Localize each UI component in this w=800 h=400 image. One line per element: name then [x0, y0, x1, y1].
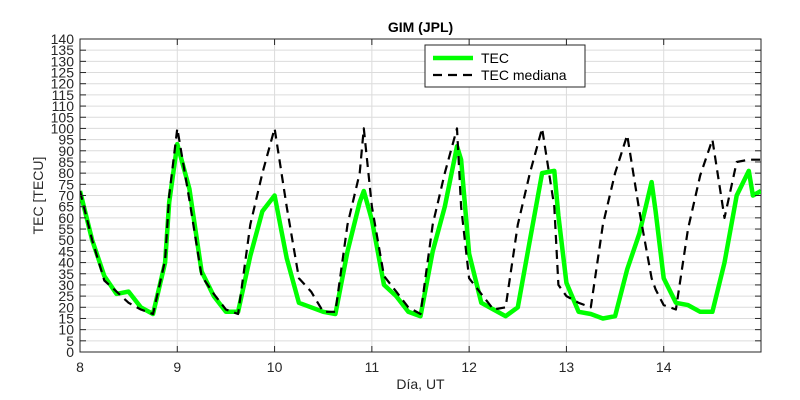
- y-tick-label: 75: [58, 176, 74, 192]
- y-tick-label: 80: [58, 165, 74, 181]
- y-tick-label: 5: [66, 333, 74, 349]
- x-tick-label: 9: [173, 359, 181, 375]
- y-axis-label: TEC [TECU]: [30, 157, 46, 235]
- y-tick-label: 0: [66, 344, 74, 360]
- y-tick-label: 30: [58, 277, 74, 293]
- y-tick-label: 40: [58, 255, 74, 271]
- legend-label: TEC mediana: [481, 67, 567, 83]
- x-tick-label: 14: [656, 359, 672, 375]
- y-tick-label: 70: [58, 188, 74, 204]
- y-tick-label: 130: [51, 53, 75, 69]
- y-tick-label: 120: [51, 76, 75, 92]
- y-tick-label: 95: [58, 132, 74, 148]
- x-tick-label: 8: [76, 359, 84, 375]
- y-tick-label: 45: [58, 243, 74, 259]
- y-tick-label: 25: [58, 288, 74, 304]
- x-tick-label: 10: [267, 359, 283, 375]
- y-tick-label: 35: [58, 266, 74, 282]
- y-tick-label: 100: [51, 120, 75, 136]
- y-tick-label: 140: [51, 31, 75, 47]
- y-tick-label: 65: [58, 199, 74, 215]
- x-tick-label: 11: [365, 359, 380, 375]
- y-tick-label: 10: [58, 322, 74, 338]
- y-tick-label: 105: [51, 109, 75, 125]
- axis-ticks: 8 9 10 11 12 13 140510152025303540455055606570…: [51, 31, 761, 375]
- x-tick-label: 13: [559, 359, 575, 375]
- series-line-tec: [80, 141, 761, 321]
- series-line-tec-mediana: [80, 127, 761, 316]
- y-tick-label: 110: [52, 98, 75, 114]
- grid-lines: [80, 39, 761, 352]
- y-tick-label: 135: [51, 42, 75, 58]
- y-tick-label: 60: [58, 210, 74, 226]
- y-tick-label: 125: [51, 65, 75, 81]
- y-tick-label: 50: [58, 232, 74, 248]
- y-tick-label: 90: [58, 143, 74, 159]
- y-tick-label: 115: [52, 87, 75, 103]
- y-tick-label: 85: [58, 154, 74, 170]
- legend-box: [424, 44, 586, 88]
- y-tick-label: 20: [58, 299, 74, 315]
- y-tick-label: 15: [58, 310, 74, 326]
- legend-label: TEC: [481, 50, 509, 66]
- x-tick-label: 12: [461, 359, 477, 375]
- x-axis-label: Día, UT: [396, 376, 445, 392]
- series-layer: [80, 127, 761, 321]
- y-tick-label: 55: [58, 221, 74, 237]
- chart-title: GIM (JPL): [388, 19, 453, 35]
